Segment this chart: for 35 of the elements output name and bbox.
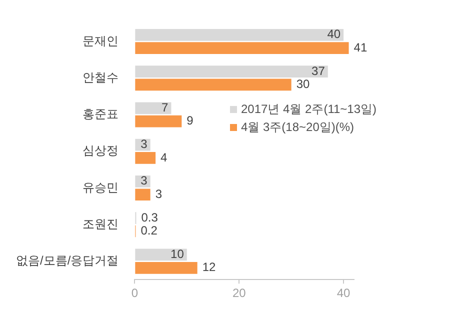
data-label: 30 — [296, 77, 310, 92]
bar — [135, 42, 349, 54]
bar — [135, 66, 328, 78]
bar — [135, 188, 150, 201]
bar — [135, 102, 172, 114]
x-tick-label: 20 — [232, 286, 246, 300]
data-label: 3 — [140, 174, 148, 188]
y-tick-label: 없음/모름/응답거절 — [16, 254, 119, 268]
x-tick-label: 0 — [131, 286, 138, 300]
y-tick-label: 조원진 — [82, 216, 119, 231]
bar — [135, 152, 156, 164]
data-label: 37 — [312, 64, 326, 78]
data-label: 3 — [140, 137, 148, 152]
data-label: 10 — [170, 247, 184, 262]
data-label: 9 — [186, 114, 194, 128]
data-label: 4 — [160, 150, 168, 164]
x-tick-label: 40 — [336, 286, 351, 300]
data-label: 3 — [155, 186, 162, 201]
bar — [135, 115, 182, 128]
bar — [135, 78, 292, 91]
y-tick-label: 문재인 — [82, 34, 119, 48]
y-tick-label: 홍준표 — [82, 107, 119, 122]
y-tick-label: 심상정 — [82, 144, 119, 158]
data-label: 41 — [354, 40, 368, 54]
data-label: 0.3 — [141, 210, 158, 224]
data-label: 40 — [327, 27, 341, 42]
bar — [135, 28, 344, 41]
data-label: 0.2 — [140, 224, 158, 238]
y-tick-label: 유승민 — [82, 180, 119, 194]
data-label: 7 — [162, 100, 169, 114]
legend-label: 2017년 4월 2주(11~13일) — [241, 101, 377, 118]
legend-label: 4월 3주(18~20일)(%) — [241, 119, 354, 136]
bar — [135, 262, 198, 274]
data-label: 12 — [202, 260, 216, 274]
y-tick-label: 안철수 — [82, 70, 119, 84]
